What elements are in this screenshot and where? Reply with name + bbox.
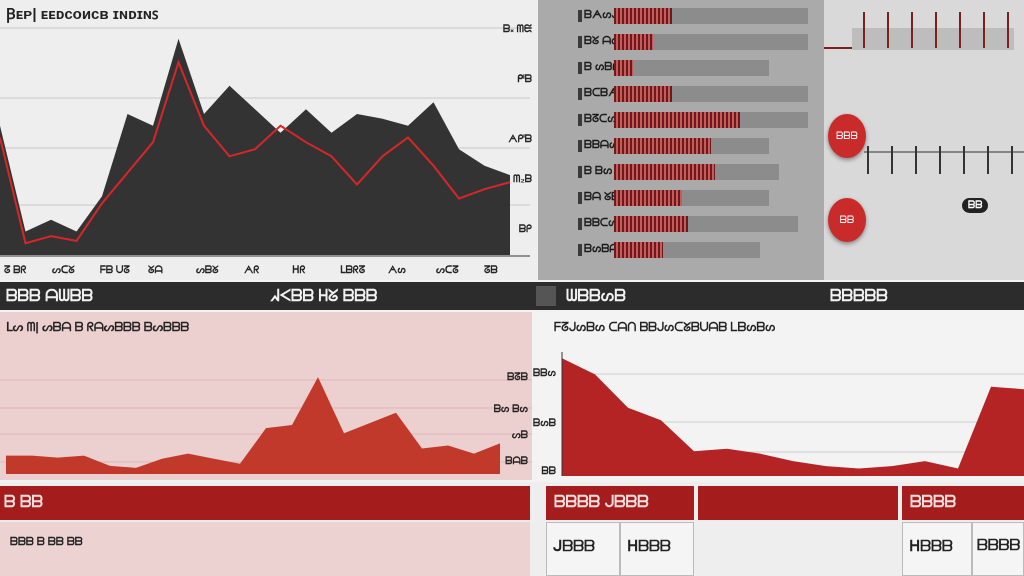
panel-area-chart-top: ᗷ᙮ ᗰᙓ ᒆᗷ ᗅᒆᗷ ᗰ₂ᗷ ᗷᑭ ᘔ ᗷᖇ ᔕᑕᘜ ᖴᗷ ᑌᘔ ᘜᗩ ᔕᗷᘜ ᗅᖇ ᕼᖇ ᒪᗷᖇᘔ… xyxy=(0,0,538,280)
bar xyxy=(614,190,682,206)
bar xyxy=(614,86,673,102)
y-tick-label: ᗰ₂ᗷ xyxy=(513,173,532,185)
table-cell[interactable]: ᕼᗷᗷᗷ xyxy=(902,522,972,576)
bar xyxy=(614,112,741,128)
table-header-center-label: ᗷᗷᗷᗷ ᒍᗷᗷᗷ xyxy=(554,494,649,511)
row-marker xyxy=(578,62,582,74)
x-tick-label: ᘜᗩ xyxy=(148,264,163,276)
x-tick-label: ᖴᗷ ᑌᘔ xyxy=(100,264,130,276)
y-tick-label: ᗷᑭ xyxy=(519,223,532,235)
y-tick-label: ᗷᔕ ᗷᔕ xyxy=(494,403,529,415)
chart-title: ᖴᘔᒍᔕᗷᔕ ᑕᗩᑎ ᗷᗷᒍᔕᑕᘜᗷᑌᗩᗷ ᒪᗷᔕᗷᔕ xyxy=(554,320,776,334)
header-left-label: ᗷᗷᗷ ᗩᗯᗷᗷ xyxy=(6,288,94,305)
section-header-bar: ᗷᗷᗷ ᗩᗯᗷᗷ ᖽᐸᗷᗷ ᕼᘜ ᗷᗷᗷ ᗯᗷᗷᔕᗷ ᗷᗷᗷᗷᗷ xyxy=(0,282,1024,310)
x-tick-label: ᗅᖇ xyxy=(244,264,259,276)
y-tick-label: ᗷᗷᔕ xyxy=(533,367,556,379)
table-header-center: ᗷᗷᗷᗷ ᒍᗷᗷᗷ xyxy=(546,486,694,520)
chart-icon xyxy=(536,286,556,306)
table-header-right-label: ᗷᗷᗷᗷ xyxy=(910,494,957,511)
bar xyxy=(614,138,711,154)
bar xyxy=(614,242,663,258)
bar xyxy=(614,8,673,24)
x-tick-label: ᒪᗷᖇᘔ xyxy=(340,264,366,276)
table-cell-label: ᕼᗷᗷᗷ xyxy=(909,538,953,555)
area-chart-mid-left: ᗷᘔᗷ ᗷᔕ ᗷᔕ ᔕᗷ ᗷᗩᗷ xyxy=(0,371,532,474)
bar-row-label: ᗷᗷᗩᔕ xyxy=(584,139,619,151)
bar xyxy=(614,34,653,50)
area-series xyxy=(0,38,510,255)
bar xyxy=(614,216,688,232)
x-tick-label: ᘔ ᗷᖇ xyxy=(4,264,26,276)
marker-circle-2[interactable]: ᗷᗷ xyxy=(828,198,866,242)
line-series xyxy=(0,59,511,245)
area-chart-top: ᗷ᙮ ᗰᙓ ᒆᗷ ᗅᒆᗷ ᗰ₂ᗷ ᗷᑭ ᘔ ᗷᖇ ᔕᑕᘜ ᖴᗷ ᑌᘔ ᘜᗩ ᔕᗷᘜ ᗅᖇ ᕼᖇ ᒪᗷᖇᘔ… xyxy=(0,23,532,276)
bottom-table: ᗷ ᗷᗷ ᗷᗷᗷ ᗷ ᗷᗷ ᗷᗷ ᗷᗷᗷᗷ ᒍᗷᗷᗷ ᒍᗷᗷᗷ ᕼᗷᗷᗷ ᗷᗷᗷ… xyxy=(0,482,1024,576)
y-tick-label: ᗷᗩᗷ xyxy=(505,455,528,467)
bar-row-label: ᗷᗅᔕᒍ xyxy=(584,9,619,21)
row-marker xyxy=(578,192,582,204)
y-tick-label: ᗷ᙮ ᗰᙓ xyxy=(503,23,532,35)
table-cell-label: ᗷᗷᗷᗷ xyxy=(977,537,1021,554)
marker-circle-1[interactable]: ᗷᗷᗷ xyxy=(828,114,866,158)
x-tick-label: ᕼᖇ xyxy=(292,264,306,276)
bar xyxy=(614,60,634,76)
y-tick-label: ᗅᒆᗷ xyxy=(508,133,532,145)
row-marker xyxy=(578,10,582,22)
row-marker xyxy=(578,166,582,178)
y-tick-label: ᔕᗷ xyxy=(512,429,528,441)
x-tick-label: ᗅᔕ xyxy=(388,264,406,276)
bar xyxy=(614,164,715,180)
table-header-left: ᗷ ᗷᗷ xyxy=(0,486,530,520)
table-sub-label: ᗷᗷᗷ ᗷ ᗷᗷ ᗷᗷ xyxy=(10,536,83,548)
table-header-spacer xyxy=(698,486,898,520)
y-tick-label: ᗷᘔᗷ xyxy=(507,371,528,383)
table-cell[interactable]: ᗷᗷᗷᗷ xyxy=(972,522,1024,576)
table-header-left-label: ᗷ ᗷᗷ xyxy=(4,494,44,511)
table-cell[interactable]: ᕼᗷᗷᗷ xyxy=(620,522,694,576)
row-marker xyxy=(578,114,582,126)
panel-area-chart-mid-left: ᗷᘔᗷ ᗷᔕ ᗷᔕ ᔕᗷ ᗷᗩᗷ ᒪᔕ ᗰ| ᔕᗷᗩ ᗷ ᖇᗩᔕᗷᗷᗷ ᗷᔕᗷᗷᗷ xyxy=(0,312,532,480)
table-cell[interactable]: ᒍᗷᗷᗷ xyxy=(546,522,620,576)
header-right-label: ᗷᗷᗷᗷᗷ xyxy=(830,288,888,305)
row-marker xyxy=(578,88,582,100)
header-center-label: ᖽᐸᗷᗷ ᕼᘜ ᗷᗷᗷ xyxy=(270,288,378,305)
area-chart-mid-right: ᗷᗷᔕ ᗷᔕᗷ ᗷᗷ xyxy=(533,352,1024,477)
panel-area-chart-mid-right: ᗷᗷᔕ ᗷᔕᗷ ᗷᗷ ᖴᘔᒍᔕᗷᔕ ᑕᗩᑎ ᗷᗷᒍᔕᑕᘜᗷᑌᗩᗷ ᒪᗷᔕᗷᔕ xyxy=(532,312,1024,480)
timeline-graphic xyxy=(824,12,1024,174)
table-cell-label: ᕼᗷᗷᗷ xyxy=(627,538,671,555)
x-tick-label: ᔕᑕᘜ xyxy=(52,264,75,276)
x-tick-label: ᔕᑕᘔ xyxy=(436,264,459,276)
y-tick-label: ᗷᗷ xyxy=(542,465,556,477)
table-header-right: ᗷᗷᗷᗷ xyxy=(902,486,1024,520)
table-cell-label: ᒍᗷᗷᗷ xyxy=(553,538,595,555)
bar-track xyxy=(614,34,808,50)
y-tick-label: ᗷᔕᗷ xyxy=(533,417,556,429)
row-marker xyxy=(578,36,582,48)
table-body-left: ᗷᗷᗷ ᗷ ᗷᗷ ᗷᗷ xyxy=(0,522,530,576)
row-marker xyxy=(578,140,582,152)
chart-title: Ꞵᴇᴘ| ᴇᴇᴅᴄᴏᴎᴄʙ ɪɴᴅɪɴꜱ xyxy=(6,6,159,23)
area-series xyxy=(6,377,500,474)
area-series xyxy=(562,358,1024,476)
panel-timeline: ᗷᗷᗷ ᗷᗷ ᗷᗷ xyxy=(824,0,1024,280)
x-tick-label: ᘔᗷ xyxy=(484,264,498,276)
header-mid-label: ᗯᗷᗷᔕᗷ xyxy=(566,288,626,305)
timeline-badge: ᗷᗷ xyxy=(962,198,989,213)
row-marker xyxy=(578,244,582,256)
row-marker xyxy=(578,218,582,230)
bar-track xyxy=(614,60,770,76)
chart-title: ᒪᔕ ᗰ| ᔕᗷᗩ ᗷ ᖇᗩᔕᗷᗷᗷ ᗷᔕᗷᗷᗷ xyxy=(6,320,190,334)
x-tick-label: ᔕᗷᘜ xyxy=(196,264,219,276)
y-tick-label: ᒆᗷ xyxy=(517,73,532,85)
